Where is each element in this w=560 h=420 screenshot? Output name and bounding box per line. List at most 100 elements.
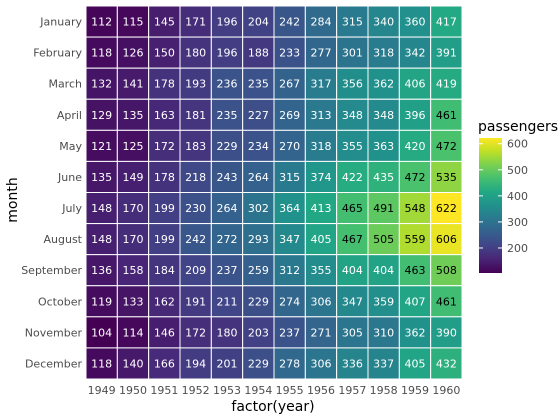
heatmap-cell: [430, 67, 463, 100]
cell-value-label: 267: [279, 78, 300, 91]
cell-value-label: 622: [436, 202, 457, 215]
cell-value-label: 342: [405, 47, 426, 60]
y-axis-ticks: January February March April May June July Augu…: [21, 16, 82, 371]
cell-value-label: 359: [373, 295, 394, 308]
y-tick-label: January: [39, 16, 82, 29]
cell-value-label: 121: [91, 140, 112, 153]
heatmap-cell: [179, 160, 212, 194]
cell-value-label: 180: [217, 326, 238, 339]
cell-value-label: 229: [217, 140, 238, 153]
cell-value-label: 301: [342, 47, 363, 60]
heatmap-cell: [398, 347, 432, 380]
heatmap-cell: [85, 316, 118, 349]
cell-value-label: 467: [342, 233, 363, 246]
heatmap-cell: [430, 5, 463, 38]
cell-value-label: 172: [185, 326, 206, 339]
cell-value-label: 166: [154, 357, 175, 370]
heatmap-cells: [85, 5, 463, 380]
y-tick-label: February: [33, 47, 82, 60]
heatmap-cell: [273, 223, 306, 256]
cell-value-label: 293: [248, 233, 269, 246]
cell-value-label: 203: [248, 326, 269, 339]
cell-value-label: 435: [373, 171, 394, 184]
cell-value-label: 422: [342, 171, 363, 184]
heatmap-cell: [242, 160, 275, 194]
cell-value-label: 234: [248, 140, 269, 153]
cell-value-label: 461: [436, 109, 457, 122]
heatmap-cell: [116, 192, 150, 225]
heatmap-cell: [336, 98, 369, 131]
cell-value-label: 170: [123, 233, 144, 246]
cell-value-label: 407: [405, 295, 426, 308]
y-tick-label: December: [25, 357, 83, 370]
heatmap-cell: [273, 160, 306, 194]
cell-value-label: 119: [91, 295, 112, 308]
legend-tick-label: 400: [507, 190, 528, 203]
cell-value-label: 199: [154, 202, 175, 215]
heatmap-cell: [85, 192, 118, 225]
heatmap-cell: [242, 254, 275, 287]
cell-value-label: 229: [248, 357, 269, 370]
cell-value-label: 236: [217, 78, 238, 91]
cell-value-label: 271: [311, 326, 332, 339]
cell-value-label: 125: [123, 140, 144, 153]
cell-value-label: 199: [154, 233, 175, 246]
x-tick-label: 1949: [88, 384, 116, 397]
cell-value-label: 148: [91, 233, 112, 246]
cell-value-label: 355: [342, 140, 363, 153]
heatmap-cell: [367, 36, 400, 69]
cell-value-label: 505: [373, 233, 394, 246]
cell-value-label: 274: [279, 295, 300, 308]
cell-value-label: 201: [217, 357, 238, 370]
cell-value-label: 211: [217, 295, 238, 308]
heatmap-cell: [367, 98, 400, 131]
heatmap-cell: [430, 347, 463, 380]
heatmap-cell: [242, 5, 275, 38]
cell-value-label: 183: [185, 140, 206, 153]
cell-value-label: 114: [123, 326, 144, 339]
cell-value-label: 606: [436, 233, 457, 246]
cell-value-label: 178: [154, 78, 175, 91]
cell-value-label: 118: [91, 357, 112, 370]
heatmap-cell: [430, 160, 463, 194]
heatmap-cell: [367, 347, 400, 380]
cell-value-label: 191: [185, 295, 206, 308]
heatmap-cell: [430, 98, 463, 131]
heatmap-cell: [85, 223, 118, 256]
cell-value-label: 126: [123, 47, 144, 60]
heatmap-cell: [116, 254, 150, 287]
cell-value-label: 348: [373, 109, 394, 122]
cell-value-label: 242: [279, 16, 300, 29]
heatmap-cell: [273, 316, 306, 349]
heatmap-cell: [116, 285, 150, 318]
cell-value-label: 194: [185, 357, 206, 370]
legend-tick-label: 500: [507, 164, 528, 177]
cell-value-label: 337: [373, 357, 394, 370]
cell-value-label: 461: [436, 295, 457, 308]
heatmap-cell: [116, 316, 150, 349]
heatmap-cell: [116, 36, 150, 69]
heatmap-cell: [398, 129, 432, 162]
cell-value-label: 163: [154, 109, 175, 122]
cell-value-label: 356: [342, 78, 363, 91]
x-tick-label: 1960: [432, 384, 460, 397]
cell-value-label: 235: [248, 78, 269, 91]
heatmap-cell: [398, 316, 432, 349]
heatmap-cell: [210, 192, 244, 225]
y-tick-label: August: [44, 233, 83, 246]
cell-value-label: 472: [436, 140, 457, 153]
x-axis-title: factor(year): [231, 399, 314, 415]
heatmap-cell: [85, 5, 118, 38]
cell-value-label: 162: [154, 295, 175, 308]
y-axis-title: month: [5, 177, 21, 222]
cell-value-label: 158: [123, 264, 144, 277]
heatmap-cell: [273, 36, 306, 69]
heatmap-cell: [304, 160, 338, 194]
cell-value-label: 172: [154, 140, 175, 153]
cell-value-label: 310: [373, 326, 394, 339]
legend-ticks: 200 300 400 500 600: [479, 138, 528, 255]
cell-value-label: 270: [279, 140, 300, 153]
cell-value-label: 315: [279, 171, 300, 184]
heatmap-cell: [179, 192, 212, 225]
cell-value-label: 336: [342, 357, 363, 370]
